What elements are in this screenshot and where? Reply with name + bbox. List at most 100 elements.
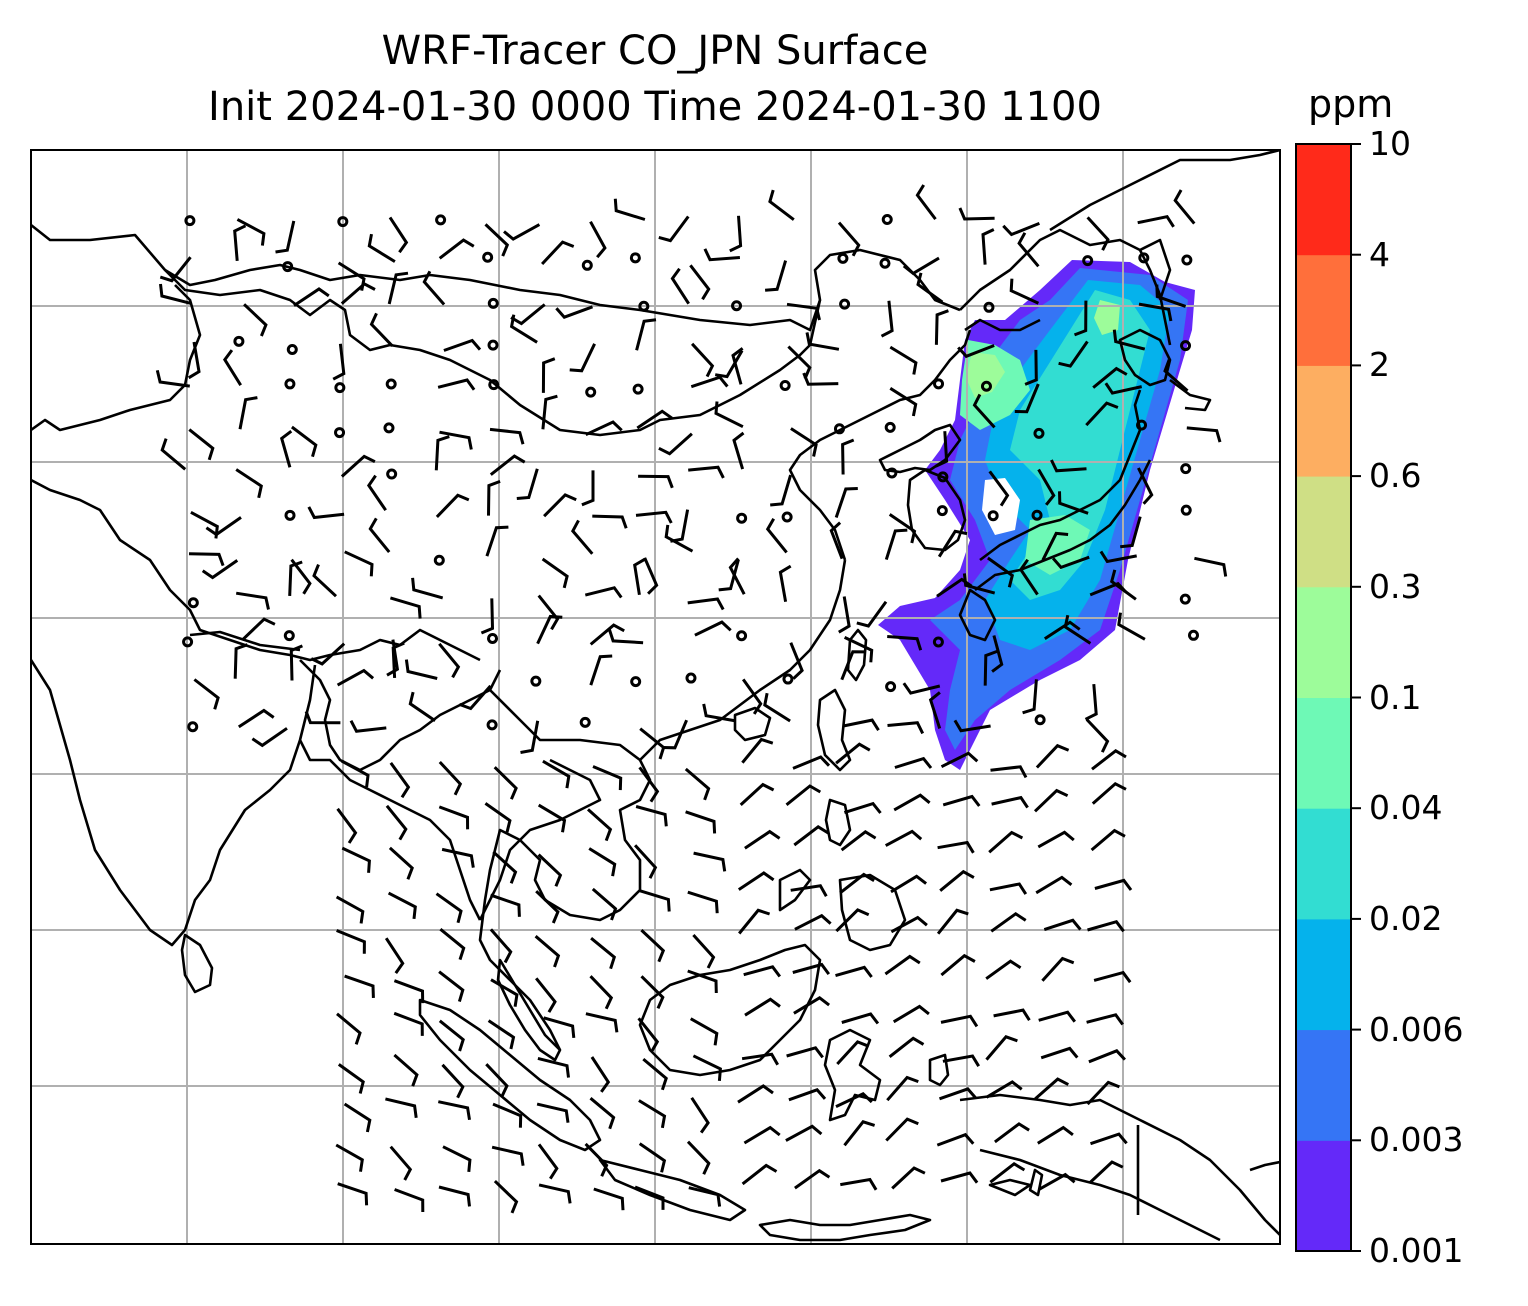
wind-barb — [937, 840, 975, 854]
coast-northeast-edge — [1249, 1160, 1280, 1172]
wind-barb — [484, 223, 510, 257]
calm-marker — [187, 721, 199, 733]
wind-barb — [902, 682, 941, 695]
wind-barb — [332, 343, 346, 381]
wind-barb — [1022, 679, 1038, 715]
wind-barb — [592, 514, 628, 529]
colorbar-band-0.02 — [1296, 808, 1351, 920]
wind-barb — [989, 882, 1028, 895]
coast-bay-bengal — [298, 739, 482, 921]
calm-marker — [283, 630, 295, 642]
wind-barb — [393, 1053, 419, 1087]
wind-barb — [590, 937, 617, 970]
wind-barb — [591, 887, 618, 921]
wind-barb — [856, 600, 888, 628]
wind-barb — [1024, 349, 1038, 386]
wind-barb — [785, 784, 822, 806]
wind-barb — [670, 267, 690, 305]
wind-barb — [990, 765, 1028, 779]
wind-barb — [884, 829, 923, 847]
wind-barb — [443, 338, 482, 352]
wind-barb — [438, 805, 470, 830]
wind-barb — [585, 1012, 619, 1033]
wind-barb — [251, 727, 288, 748]
wind-barb — [236, 218, 266, 246]
wind-barb — [889, 345, 918, 375]
wind-barb — [890, 915, 928, 934]
wind-barb — [940, 1014, 979, 1028]
wind-barb — [385, 804, 408, 841]
wind-barb — [434, 435, 450, 471]
wind-barb — [193, 678, 220, 710]
calm-marker — [1031, 509, 1043, 521]
colorbar-band-0.04 — [1296, 697, 1351, 809]
wind-barb — [1099, 550, 1137, 564]
wind-barb — [160, 438, 187, 471]
wind-barb — [584, 586, 623, 599]
coast-islet — [1028, 1168, 1044, 1197]
wind-barb — [633, 557, 646, 596]
plume-level-0.1-b — [1094, 300, 1120, 335]
wind-barb — [543, 493, 577, 518]
calm-marker — [936, 505, 948, 517]
wind-barb — [1109, 569, 1137, 601]
wind-barb — [389, 762, 411, 799]
wind-barb — [289, 644, 303, 681]
wind-barb — [637, 1017, 660, 1053]
wind-barb — [693, 851, 727, 872]
wind-barb — [288, 560, 303, 596]
wind-barb — [793, 824, 830, 847]
wind-barb — [385, 1097, 418, 1118]
colorbar-band-0.003 — [1296, 1029, 1351, 1141]
calm-marker — [632, 383, 644, 395]
calm-marker — [482, 251, 494, 263]
wind-barb — [1037, 830, 1075, 849]
wind-barb — [638, 1099, 667, 1129]
wind-barb — [1085, 401, 1119, 427]
calm-marker — [433, 554, 445, 566]
colorbar-band-4 — [1296, 144, 1351, 256]
wind-barb — [843, 636, 874, 663]
wind-barb — [794, 1168, 831, 1190]
wind-barb — [939, 869, 975, 892]
wind-barb — [241, 617, 276, 641]
calm-marker — [987, 510, 999, 522]
wind-barb — [636, 409, 673, 430]
calm-marker — [487, 632, 499, 644]
coast-malaya — [496, 958, 562, 1062]
wind-barb — [1051, 555, 1090, 570]
wind-barb — [438, 970, 465, 1003]
wind-barb — [1085, 718, 1110, 753]
wind-barb — [588, 847, 617, 877]
wind-barb — [441, 1063, 465, 1099]
wind-barb — [658, 215, 690, 243]
wind-barb — [1087, 919, 1125, 933]
border-nepal — [189, 630, 301, 652]
wind-barb — [635, 805, 668, 827]
wind-barb — [411, 577, 444, 600]
wind-barb — [894, 756, 933, 769]
wind-barb — [737, 1084, 774, 1104]
wind-barb — [886, 1075, 919, 1102]
wind-barb — [337, 1063, 365, 1094]
wind-barb — [1009, 278, 1040, 305]
calm-marker — [837, 252, 849, 264]
wind-barb — [738, 908, 771, 935]
wind-barb — [640, 975, 665, 1009]
wind-barb — [489, 454, 526, 476]
wind-barb — [692, 933, 716, 969]
wind-barb — [840, 650, 865, 681]
wind-barb — [942, 1054, 980, 1067]
wind-barb — [310, 642, 346, 666]
wind-barb — [794, 913, 832, 931]
wind-barb — [187, 341, 201, 380]
wind-barb — [589, 220, 607, 259]
wind-barb — [985, 959, 1022, 980]
wind-barb — [537, 594, 560, 631]
calm-marker — [731, 300, 743, 312]
wind-barb — [201, 559, 239, 580]
wind-barb — [490, 978, 519, 1007]
wind-barb — [485, 525, 509, 557]
wind-barb — [937, 529, 968, 558]
wind-barb — [584, 1142, 609, 1177]
